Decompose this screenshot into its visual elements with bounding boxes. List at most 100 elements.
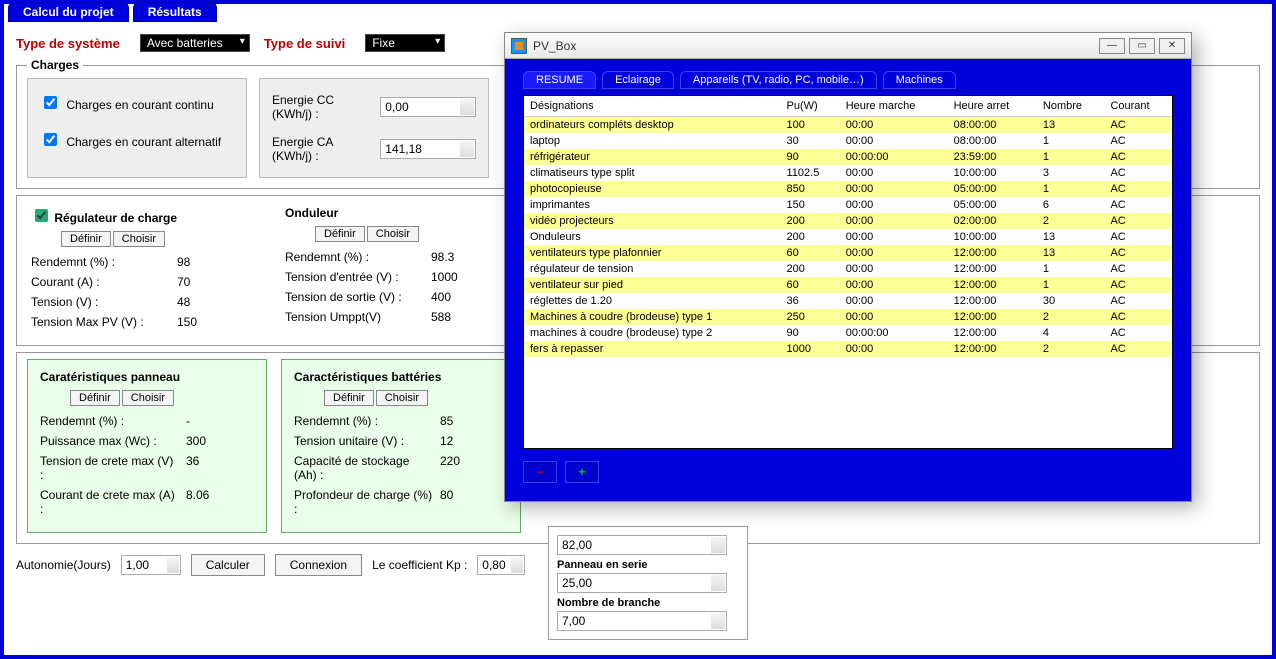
regulateur-row: Courant (A) :70 [31, 275, 263, 289]
pvbox-cell: 850 [781, 181, 840, 197]
pvbox-cell: 12:00:00 [948, 277, 1037, 293]
panneau-row: Courant de crete max (A) :8.06 [40, 488, 254, 516]
pvbox-cell: 90 [781, 325, 840, 341]
onduleur-key: Rendemnt (%) : [285, 250, 425, 264]
panneau-definir-button[interactable]: Définir [70, 390, 120, 406]
connexion-button[interactable]: Connexion [275, 554, 362, 576]
onduleur-value: 400 [431, 290, 491, 304]
batteries-definir-button[interactable]: Définir [324, 390, 374, 406]
pvbox-window: PV_Box — ▭ ✕ RESUME Eclairage Appareils … [504, 32, 1192, 502]
pvbox-table-row[interactable]: ventilateur sur pied6000:0012:00:001AC [524, 277, 1172, 293]
pvbox-column-header[interactable]: Heure marche [840, 96, 948, 117]
pvbox-tab-eclairage[interactable]: Eclairage [602, 71, 674, 89]
panneau-title: Caratéristiques panneau [40, 370, 254, 384]
pvbox-cell: réglettes de 1.20 [524, 293, 781, 309]
pvbox-cell: 12:00:00 [948, 341, 1037, 357]
regulateur-row: Tension Max PV (V) :150 [31, 315, 263, 329]
pvbox-cell: 10:00:00 [948, 229, 1037, 245]
calculer-button[interactable]: Calculer [191, 554, 265, 576]
pvbox-table-row[interactable]: réglettes de 1.203600:0012:00:0030AC [524, 293, 1172, 309]
onduleur-panel: Onduleur Définir Choisir Rendemnt (%) :9… [281, 206, 521, 335]
pvbox-cell: régulateur de tension [524, 261, 781, 277]
pvbox-cell: 12:00:00 [948, 325, 1037, 341]
pvbox-cell: AC [1104, 325, 1172, 341]
pvbox-cell: 4 [1037, 325, 1105, 341]
batteries-key: Profondeur de charge (%) : [294, 488, 434, 516]
pvbox-tab-resume[interactable]: RESUME [523, 71, 596, 89]
pvbox-table-row[interactable]: réfrigérateur9000:00:0023:59:001AC [524, 149, 1172, 165]
type-systeme-select[interactable]: Avec batteries [140, 34, 250, 52]
pvbox-add-button[interactable]: + [565, 461, 599, 483]
regulateur-choisir-button[interactable]: Choisir [113, 231, 165, 247]
pvbox-table-row[interactable]: climatiseurs type split1102.500:0010:00:… [524, 165, 1172, 181]
nombre-branche-label: Nombre de branche [557, 597, 739, 609]
onduleur-row: Rendemnt (%) :98.3 [285, 250, 517, 264]
pvbox-table-row[interactable]: machines à coudre (brodeuse) type 29000:… [524, 325, 1172, 341]
chk-charges-ca[interactable] [44, 133, 57, 146]
tab-calcul-projet[interactable]: Calcul du projet [8, 2, 129, 22]
pvbox-table-row[interactable]: laptop3000:0008:00:001AC [524, 133, 1172, 149]
pvbox-cell: AC [1104, 245, 1172, 261]
pvbox-minimize-button[interactable]: — [1099, 38, 1125, 54]
batteries-row: Tension unitaire (V) :12 [294, 434, 508, 448]
type-suivi-select[interactable]: Fixe [365, 34, 445, 52]
autonomie-input[interactable]: 1,00 [121, 555, 181, 575]
pvbox-cell: laptop [524, 133, 781, 149]
pvbox-table-row[interactable]: régulateur de tension20000:0012:00:001AC [524, 261, 1172, 277]
pvbox-table-row[interactable]: fers à repasser100000:0012:00:002AC [524, 341, 1172, 357]
pvbox-cell: Machines à coudre (brodeuse) type 1 [524, 309, 781, 325]
pvbox-cell: 00:00 [840, 133, 948, 149]
regulateur-key: Courant (A) : [31, 275, 171, 289]
pvbox-column-header[interactable]: Pu(W) [781, 96, 840, 117]
pvbox-column-header[interactable]: Nombre [1037, 96, 1105, 117]
panneau-value: 36 [186, 454, 246, 482]
pvbox-table-row[interactable]: photocopieuse85000:0005:00:001AC [524, 181, 1172, 197]
pvbox-column-header[interactable]: Heure arret [948, 96, 1037, 117]
pvbox-column-header[interactable]: Courant [1104, 96, 1172, 117]
pvbox-cell: AC [1104, 309, 1172, 325]
pvbox-cell: 1 [1037, 181, 1105, 197]
pvbox-table-row[interactable]: Onduleurs20000:0010:00:0013AC [524, 229, 1172, 245]
pvbox-cell: 1 [1037, 277, 1105, 293]
right-value-1-input[interactable]: 82,00▲▼ [557, 535, 727, 555]
pvbox-title: PV_Box [533, 39, 576, 53]
chk-charges-cc[interactable] [44, 96, 57, 109]
pvbox-table-row[interactable]: imprimantes15000:0005:00:006AC [524, 197, 1172, 213]
regulateur-definir-button[interactable]: Définir [61, 231, 111, 247]
pvbox-titlebar[interactable]: PV_Box — ▭ ✕ [505, 33, 1191, 59]
pvbox-cell: 05:00:00 [948, 181, 1037, 197]
pvbox-table-row[interactable]: ventilateurs type plafonnier6000:0012:00… [524, 245, 1172, 261]
tab-resultats[interactable]: Résultats [133, 2, 217, 22]
panneau-value: - [186, 414, 246, 428]
energie-ca-input[interactable]: 141,18▲▼ [380, 139, 476, 159]
pvbox-cell: 200 [781, 261, 840, 277]
energie-cc-label: Energie CC (KWh/j) : [272, 93, 366, 121]
pvbox-table-wrap[interactable]: DésignationsPu(W)Heure marcheHeure arret… [523, 95, 1173, 449]
chk-regulateur[interactable] [35, 209, 48, 222]
pvbox-tab-appareils[interactable]: Appareils (TV, radio, PC, mobile…) [680, 71, 877, 89]
pvbox-remove-button[interactable]: − [523, 461, 557, 483]
kp-input[interactable]: 0,80 [477, 555, 525, 575]
pvbox-maximize-button[interactable]: ▭ [1129, 38, 1155, 54]
nombre-branche-input[interactable]: 7,00▲▼ [557, 611, 727, 631]
panneau-choisir-button[interactable]: Choisir [122, 390, 174, 406]
pvbox-table-row[interactable]: vidéo projecteurs20000:0002:00:002AC [524, 213, 1172, 229]
pvbox-table-row[interactable]: Machines à coudre (brodeuse) type 125000… [524, 309, 1172, 325]
kp-label: Le coefficient Kp : [372, 558, 467, 572]
pvbox-close-button[interactable]: ✕ [1159, 38, 1185, 54]
energie-cc-input[interactable]: 0,00▲▼ [380, 97, 476, 117]
pvbox-cell: 1 [1037, 149, 1105, 165]
pvbox-tab-machines[interactable]: Machines [883, 71, 956, 89]
batteries-choisir-button[interactable]: Choisir [376, 390, 428, 406]
panneau-serie-input[interactable]: 25,00▲▼ [557, 573, 727, 593]
onduleur-definir-button[interactable]: Définir [315, 226, 365, 242]
pvbox-table-row[interactable]: ordinateurs compléts desktop10000:0008:0… [524, 117, 1172, 134]
pvbox-cell: 13 [1037, 245, 1105, 261]
pvbox-cell: AC [1104, 165, 1172, 181]
autonomie-label: Autonomie(Jours) [16, 558, 111, 572]
pvbox-cell: AC [1104, 117, 1172, 134]
pvbox-cell: 250 [781, 309, 840, 325]
onduleur-choisir-button[interactable]: Choisir [367, 226, 419, 242]
pvbox-column-header[interactable]: Désignations [524, 96, 781, 117]
onduleur-row: Tension Umppt(V)588 [285, 310, 517, 324]
